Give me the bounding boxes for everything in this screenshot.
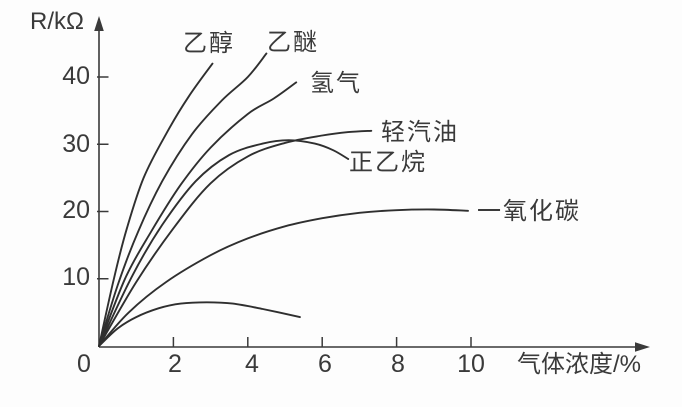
y-tick-label-40: 40 xyxy=(62,62,90,90)
x-axis-title: 气体浓度/% xyxy=(517,351,642,378)
curve-ethanol xyxy=(98,62,214,347)
x-tick-label-2: 2 xyxy=(168,350,182,378)
y-axis-arrow-icon xyxy=(94,16,104,31)
x-tick-label-6: 6 xyxy=(318,350,332,378)
curve-ether xyxy=(98,52,268,347)
curve-label-ethanol: 乙醇 xyxy=(183,30,235,57)
curve-label-n-ethane: 正乙烷 xyxy=(349,149,427,176)
y-tick-label-10: 10 xyxy=(62,263,90,291)
curve-label-ether: 乙醚 xyxy=(267,29,319,56)
y-axis-title: R/kΩ xyxy=(30,8,84,35)
y-tick-label-20: 20 xyxy=(62,196,90,224)
x-tick-label-0: 0 xyxy=(77,350,91,378)
curve-carbon-monoxide xyxy=(98,208,469,347)
x-tick-label-10: 10 xyxy=(457,350,485,378)
curve-light-gasoline xyxy=(98,129,373,347)
curve-label-light-gasoline: 轻汽油 xyxy=(381,119,459,146)
curve-label-hydrogen: 氢气 xyxy=(310,70,362,97)
curve-hydrogen xyxy=(98,81,298,347)
curve-label-carbon-monoxide: 一氧化碳 xyxy=(477,198,581,225)
x-tick-label-8: 8 xyxy=(391,350,405,378)
axis-ticks xyxy=(97,76,472,347)
x-tick-label-4: 4 xyxy=(245,350,259,378)
curves-group xyxy=(98,52,469,347)
y-tick-label-30: 30 xyxy=(62,130,90,158)
curve-n-ethane xyxy=(98,139,350,347)
curve-unlabeled xyxy=(98,301,301,347)
x-axis-arrow-icon xyxy=(635,342,650,352)
